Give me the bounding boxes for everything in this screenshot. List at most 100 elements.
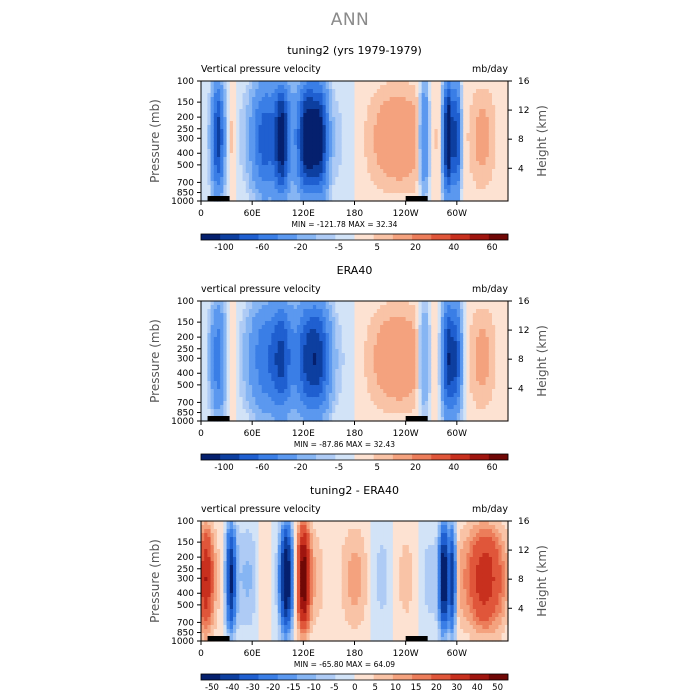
- heatmap-cell: [402, 149, 407, 154]
- heatmap-cell: [261, 145, 266, 150]
- heatmap-cell: [309, 97, 314, 102]
- heatmap-cell: [252, 165, 256, 170]
- heatmap-cell: [216, 189, 221, 194]
- heatmap-cell: [277, 321, 282, 326]
- heatmap-cell: [226, 173, 231, 178]
- heatmap-cell: [325, 89, 330, 94]
- heatmap-cell: [319, 125, 324, 130]
- heatmap-cell: [316, 145, 320, 150]
- heatmap-cell: [415, 117, 420, 122]
- heatmap-cell: [252, 365, 256, 370]
- heatmap-cell: [220, 161, 224, 166]
- heatmap-cell: [482, 109, 487, 114]
- heatmap-cell: [396, 97, 400, 102]
- heatmap-cell: [325, 97, 330, 102]
- heatmap-cell: [338, 177, 343, 182]
- heatmap-cell: [252, 129, 256, 134]
- heatmap-cell: [258, 149, 263, 154]
- heatmap-cell: [332, 321, 336, 326]
- heatmap-cell: [386, 381, 391, 386]
- heatmap-cell: [389, 349, 394, 354]
- heatmap-cell: [396, 189, 400, 194]
- heatmap-cell: [376, 301, 381, 306]
- heatmap-cell: [466, 185, 471, 190]
- heatmap-cell: [306, 197, 311, 202]
- heatmap-cell: [412, 81, 416, 86]
- heatmap-cell: [463, 117, 468, 122]
- heatmap-cell: [341, 369, 346, 374]
- heatmap-cell: [386, 417, 391, 422]
- heatmap-cell: [201, 125, 205, 130]
- heatmap-cell: [248, 109, 253, 114]
- heatmap-cell: [504, 121, 509, 126]
- heatmap-cell: [360, 109, 365, 114]
- heatmap-cell: [258, 373, 263, 378]
- heatmap-cell: [364, 377, 368, 382]
- heatmap-cell: [316, 109, 320, 114]
- heatmap-cell: [239, 165, 244, 170]
- heatmap-cell: [229, 141, 234, 146]
- heatmap-cell: [242, 317, 247, 322]
- heatmap-cell: [373, 353, 378, 358]
- heatmap-cell: [271, 117, 276, 122]
- heatmap-cell: [258, 341, 263, 346]
- heatmap-cell: [367, 161, 372, 166]
- heatmap-cell: [213, 405, 218, 410]
- heatmap-cell: [492, 181, 496, 186]
- heatmap-cell: [338, 357, 343, 362]
- heatmap-cell: [277, 169, 282, 174]
- heatmap-cell: [460, 177, 464, 182]
- heatmap-cell: [469, 97, 474, 102]
- y-right-tick-label: 4: [518, 164, 524, 174]
- heatmap-cell: [223, 129, 228, 134]
- heatmap-cell: [482, 189, 487, 194]
- heatmap-cell: [373, 157, 378, 162]
- heatmap-cell: [488, 181, 493, 186]
- heatmap-cell: [306, 385, 311, 390]
- heatmap-cell: [232, 149, 237, 154]
- heatmap-cell: [415, 381, 420, 386]
- heatmap-cell: [226, 357, 231, 362]
- heatmap-cell: [456, 145, 461, 150]
- heatmap-cell: [412, 413, 416, 418]
- chart-panel-1: tuning2 (yrs 1979-1979)Vertical pressure…: [148, 44, 549, 253]
- heatmap-cell: [351, 417, 356, 422]
- heatmap-cell: [364, 405, 368, 410]
- heatmap-cell: [312, 341, 317, 346]
- heatmap-cell: [479, 181, 484, 186]
- heatmap-cell: [252, 373, 256, 378]
- heatmap-cell: [242, 149, 247, 154]
- heatmap-cell: [386, 177, 391, 182]
- heatmap-cell: [389, 89, 394, 94]
- heatmap-cell: [360, 189, 365, 194]
- heatmap-cell: [271, 105, 276, 110]
- heatmap-cell: [284, 373, 288, 378]
- heatmap-cell: [316, 113, 320, 118]
- heatmap-cell: [335, 381, 340, 386]
- heatmap-cell: [405, 365, 410, 370]
- heatmap-cell: [364, 101, 368, 106]
- heatmap-cell: [456, 185, 461, 190]
- heatmap-cell: [236, 153, 240, 158]
- heatmap-cell: [341, 337, 346, 342]
- heatmap-cell: [207, 109, 212, 114]
- heatmap-cell: [392, 97, 397, 102]
- heatmap-cell: [415, 349, 420, 354]
- heatmap-cell: [463, 141, 468, 146]
- heatmap-cell: [332, 361, 336, 366]
- heatmap-cell: [469, 153, 474, 158]
- heatmap-cell: [268, 361, 272, 366]
- heatmap-cell: [364, 301, 368, 306]
- heatmap-cell: [415, 389, 420, 394]
- heatmap-cell: [389, 173, 394, 178]
- heatmap-cell: [341, 357, 346, 362]
- heatmap-cell: [376, 125, 381, 130]
- heatmap-cell: [258, 117, 263, 122]
- heatmap-cell: [428, 85, 432, 90]
- heatmap-cell: [463, 97, 468, 102]
- heatmap-cell: [402, 341, 407, 346]
- heatmap-cell: [396, 401, 400, 406]
- heatmap-cell: [376, 393, 381, 398]
- heatmap-cell: [216, 389, 221, 394]
- heatmap-cell: [405, 125, 410, 130]
